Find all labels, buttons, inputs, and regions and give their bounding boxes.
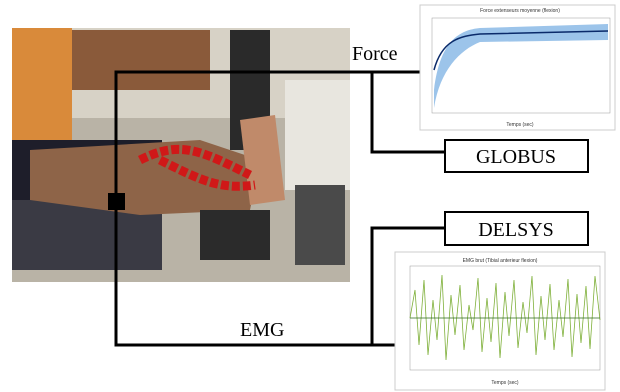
emg-chart-x-label: Temps (sec) xyxy=(491,380,519,386)
force-label: Force xyxy=(352,43,398,65)
photo xyxy=(12,28,350,282)
diagram: Force EMG GLOBUS DELSYS Force extenseurs… xyxy=(0,0,620,392)
force-chart: Force extenseurs moyenne (flexion) Temps… xyxy=(420,5,615,130)
delsys-label: DELSYS xyxy=(478,219,554,241)
globus-label: GLOBUS xyxy=(476,146,556,168)
emg-label: EMG xyxy=(240,319,284,341)
emg-chart: EMG brut (Tibial anterieur flexion) Temp… xyxy=(395,252,605,390)
force-chart-title: Force extenseurs moyenne (flexion) xyxy=(480,8,560,14)
force-chart-x-label: Temps (sec) xyxy=(506,122,534,128)
emg-chart-title: EMG brut (Tibial anterieur flexion) xyxy=(463,258,538,264)
